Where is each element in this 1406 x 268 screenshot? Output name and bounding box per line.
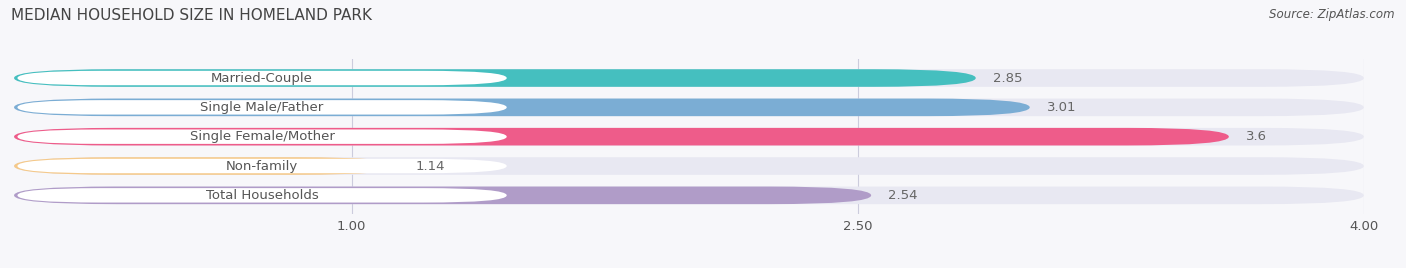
Text: 1.14: 1.14 (416, 159, 446, 173)
Text: Non-family: Non-family (226, 159, 298, 173)
FancyBboxPatch shape (14, 99, 1364, 116)
FancyBboxPatch shape (14, 99, 1029, 116)
Text: Total Households: Total Households (205, 189, 318, 202)
FancyBboxPatch shape (14, 69, 1364, 87)
Text: MEDIAN HOUSEHOLD SIZE IN HOMELAND PARK: MEDIAN HOUSEHOLD SIZE IN HOMELAND PARK (11, 8, 373, 23)
FancyBboxPatch shape (14, 128, 1229, 146)
FancyBboxPatch shape (17, 188, 506, 203)
FancyBboxPatch shape (14, 157, 399, 175)
FancyBboxPatch shape (14, 157, 1364, 175)
Text: 2.85: 2.85 (993, 72, 1022, 84)
FancyBboxPatch shape (17, 129, 506, 144)
Text: Single Male/Father: Single Male/Father (201, 101, 323, 114)
Text: 3.01: 3.01 (1046, 101, 1076, 114)
FancyBboxPatch shape (14, 187, 872, 204)
Text: 2.54: 2.54 (889, 189, 918, 202)
Text: Source: ZipAtlas.com: Source: ZipAtlas.com (1270, 8, 1395, 21)
Text: Single Female/Mother: Single Female/Mother (190, 130, 335, 143)
FancyBboxPatch shape (17, 159, 506, 173)
FancyBboxPatch shape (17, 100, 506, 114)
FancyBboxPatch shape (14, 187, 1364, 204)
Text: Married-Couple: Married-Couple (211, 72, 314, 84)
FancyBboxPatch shape (14, 69, 976, 87)
Text: 3.6: 3.6 (1246, 130, 1267, 143)
FancyBboxPatch shape (17, 71, 506, 85)
FancyBboxPatch shape (14, 128, 1364, 146)
